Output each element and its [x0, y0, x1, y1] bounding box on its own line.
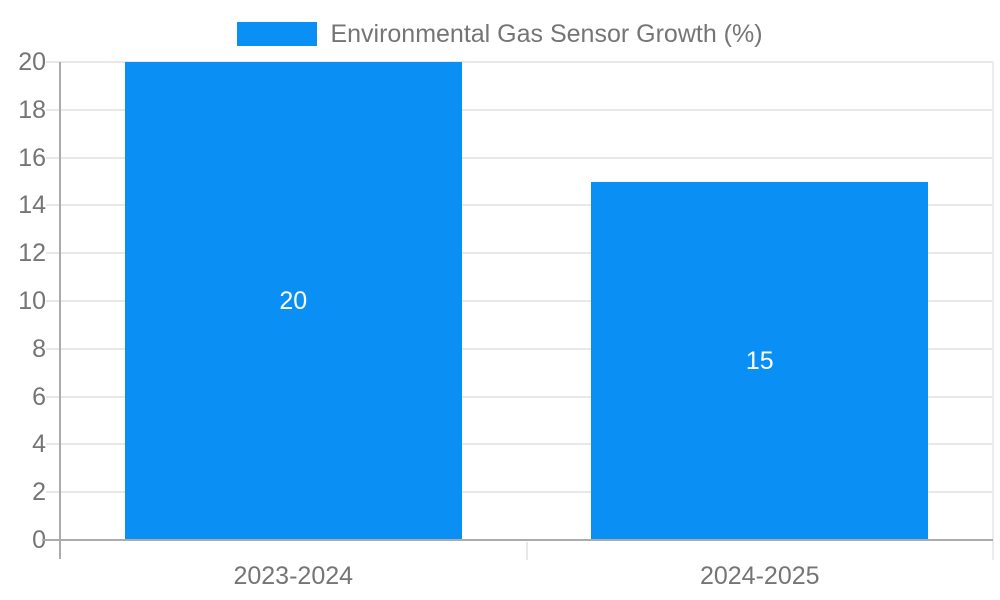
- y-axis-tick: [46, 347, 60, 350]
- y-axis-line: [59, 62, 61, 559]
- y-tick-label: 4: [32, 430, 46, 459]
- y-axis-tick: [46, 108, 60, 111]
- y-axis-tick: [46, 300, 60, 302]
- gridline: [60, 108, 993, 111]
- gridline: [60, 300, 993, 302]
- y-tick-label: 2: [32, 478, 46, 507]
- y-axis-tick: [46, 156, 60, 159]
- gridline: [60, 61, 993, 63]
- y-tick-label: 14: [18, 191, 46, 220]
- y-tick-label: 10: [18, 287, 46, 315]
- y-axis-tick: [46, 61, 60, 63]
- gridline: [60, 156, 993, 159]
- gridline: [60, 395, 993, 398]
- y-tick-label: 8: [32, 334, 46, 363]
- x-axis-line: [42, 539, 993, 541]
- y-tick-label: 18: [18, 95, 46, 124]
- y-tick-label: 20: [18, 48, 46, 76]
- gridline: [60, 443, 993, 446]
- bar[interactable]: [591, 181, 929, 540]
- y-axis-tick: [46, 252, 60, 255]
- legend-label: Environmental Gas Sensor Growth (%): [330, 20, 763, 48]
- gridline: [60, 252, 993, 255]
- bar[interactable]: [124, 62, 462, 540]
- y-axis-tick: [46, 491, 60, 494]
- bar-value-label: 20: [279, 287, 308, 315]
- gridline: [60, 204, 993, 207]
- bar-value-label: 15: [745, 346, 774, 375]
- gridline: [60, 347, 993, 350]
- y-axis-tick: [46, 395, 60, 398]
- y-axis-tick: [46, 204, 60, 207]
- y-axis-tick: [46, 443, 60, 446]
- y-tick-label: 0: [32, 526, 46, 554]
- y-tick-label: 12: [18, 239, 46, 268]
- x-axis-tick: [525, 542, 528, 560]
- y-tick-label: 16: [18, 143, 46, 172]
- gridline: [60, 491, 993, 494]
- x-tick-label: 2024-2025: [699, 562, 820, 590]
- legend-swatch: [237, 22, 318, 46]
- legend[interactable]: Environmental Gas Sensor Growth (%): [0, 21, 1000, 47]
- y-tick-label: 6: [32, 382, 46, 411]
- x-tick-label: 2023-2024: [233, 562, 354, 590]
- plot-right-border: [992, 62, 994, 560]
